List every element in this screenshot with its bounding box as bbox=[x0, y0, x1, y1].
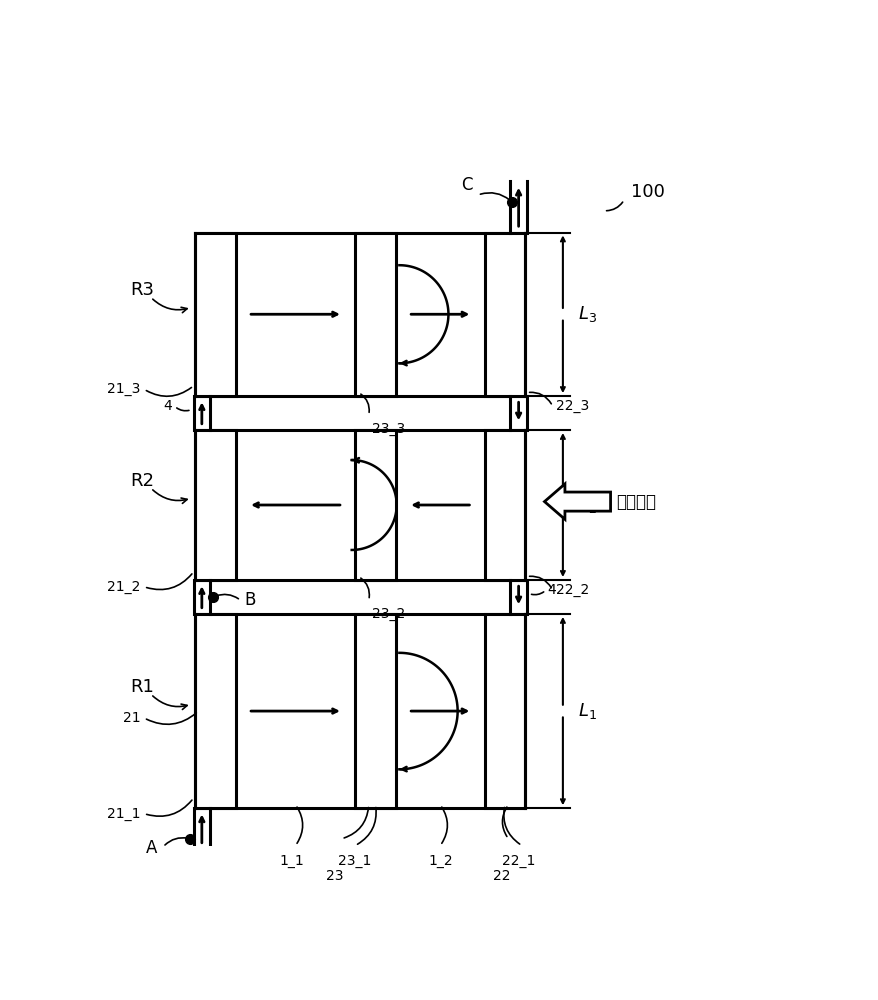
Text: 23_2: 23_2 bbox=[371, 607, 405, 621]
Text: 空气流动: 空气流动 bbox=[615, 493, 655, 511]
Bar bbox=[355, 233, 395, 396]
Text: 21_1: 21_1 bbox=[107, 807, 140, 821]
Text: 1_2: 1_2 bbox=[428, 854, 452, 868]
Text: 21_3: 21_3 bbox=[107, 382, 140, 396]
Text: 21: 21 bbox=[123, 711, 140, 725]
Text: A: A bbox=[146, 839, 157, 857]
Bar bbox=[355, 430, 395, 580]
Text: 23_3: 23_3 bbox=[371, 422, 405, 436]
Text: 100: 100 bbox=[630, 183, 665, 201]
Bar bbox=[484, 233, 525, 396]
FancyArrow shape bbox=[543, 484, 610, 519]
Text: 1_1: 1_1 bbox=[279, 854, 304, 868]
Text: 23: 23 bbox=[326, 869, 343, 883]
Text: R2: R2 bbox=[130, 472, 155, 490]
Text: $L_3$: $L_3$ bbox=[577, 304, 596, 324]
Text: B: B bbox=[244, 591, 255, 609]
Bar bbox=[195, 614, 235, 808]
Text: 4: 4 bbox=[547, 583, 556, 597]
Bar bbox=[355, 614, 395, 808]
Text: $L_1$: $L_1$ bbox=[577, 701, 596, 721]
Text: 23_1: 23_1 bbox=[338, 854, 371, 868]
Text: C: C bbox=[460, 176, 471, 194]
Text: R1: R1 bbox=[130, 678, 154, 696]
Bar bbox=[195, 233, 235, 396]
Bar bbox=[484, 614, 525, 808]
Text: 4: 4 bbox=[163, 399, 172, 413]
Text: R3: R3 bbox=[130, 281, 155, 299]
Text: $L_2$: $L_2$ bbox=[577, 495, 596, 515]
Text: 22: 22 bbox=[493, 869, 510, 883]
Text: 22_2: 22_2 bbox=[556, 583, 588, 597]
Text: 22_1: 22_1 bbox=[501, 854, 535, 868]
Bar bbox=[484, 430, 525, 580]
Text: 21_2: 21_2 bbox=[107, 580, 140, 594]
Bar bbox=[195, 430, 235, 580]
Text: 22_3: 22_3 bbox=[556, 399, 588, 413]
